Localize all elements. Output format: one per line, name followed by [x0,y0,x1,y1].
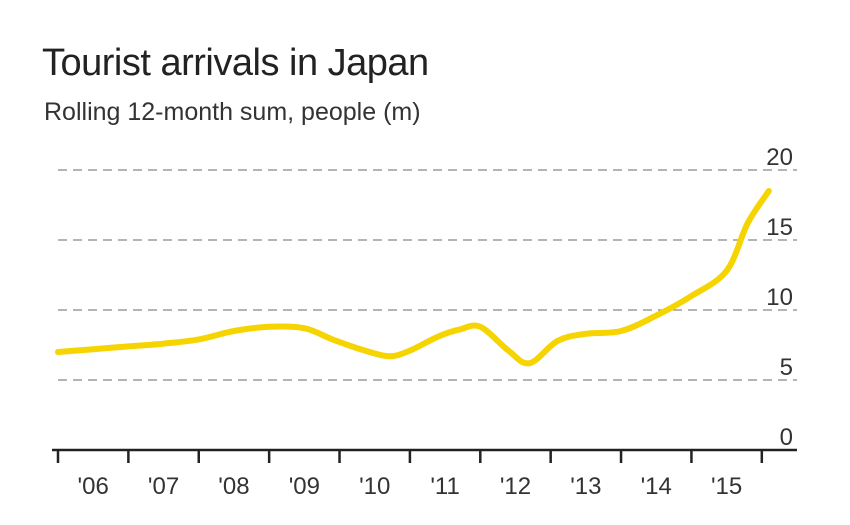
x-tick-label: '15 [711,473,742,500]
y-tick-label: 10 [766,284,793,311]
y-tick-label: 0 [780,424,793,451]
y-tick-label: 15 [766,214,793,241]
x-tick-label: '06 [78,473,109,500]
y-axis-ticks: 0 5 10 15 20 [766,144,793,451]
x-tick-label: '14 [641,473,672,500]
y-tick-label: 5 [780,354,793,381]
x-tick-label: '08 [218,473,249,500]
chart-title: Tourist arrivals in Japan [42,42,429,84]
x-tick-label: '13 [570,473,601,500]
x-tick-label: '09 [289,473,320,500]
series-line-0 [55,188,772,367]
chart-subtitle: Rolling 12-month sum, people (m) [44,98,421,126]
x-tick-label: '12 [500,473,531,500]
y-tick-label: 20 [766,144,793,171]
x-tick-label: '11 [430,473,460,500]
series-layer [55,188,772,367]
x-tick-label: '10 [359,473,390,500]
gridlines [58,169,797,381]
x-tick-label: '07 [148,473,179,500]
x-axis: '06 '07 '08 '09 '10 '11 '12 '13 '14 '15 [52,448,797,500]
